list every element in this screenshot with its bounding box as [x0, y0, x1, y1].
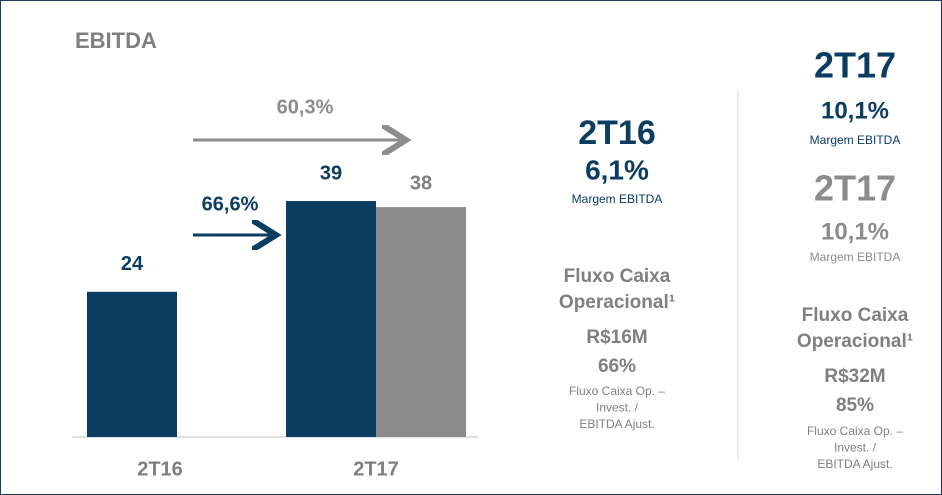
summary-text: Operacional¹	[559, 292, 675, 313]
summary-text: Margem EBITDA	[810, 250, 901, 264]
summary-text: 6,1%	[585, 154, 649, 185]
summary-text: 66%	[598, 356, 636, 377]
annotation: 66,6%	[202, 193, 259, 215]
chart-title: EBITDA	[75, 28, 157, 53]
summary-text: 2T17	[814, 168, 896, 209]
summary-text: 10,1%	[821, 97, 889, 124]
x-tick-label: 2T17	[353, 458, 399, 480]
summary-text: Margem EBITDA	[810, 133, 901, 147]
summary-text: Margem EBITDA	[572, 192, 663, 206]
summary-text: Fluxo Caixa Op. –	[569, 384, 665, 398]
bar	[376, 207, 466, 437]
summary-text: Fluxo Caixa Op. –	[807, 424, 903, 438]
summary-text: Fluxo Caixa	[802, 305, 909, 326]
summary-text: EBITDA Ajust.	[817, 457, 892, 471]
bar	[286, 201, 376, 437]
summary-text: R$16M	[586, 327, 647, 348]
summary-text: Invest. /	[834, 441, 877, 455]
summary-text: Invest. /	[596, 401, 639, 415]
summary-text: Fluxo Caixa	[564, 266, 671, 287]
summary-text: 2T16	[578, 114, 656, 152]
data-label: 38	[410, 172, 432, 194]
summary-text: EBITDA Ajust.	[579, 417, 654, 431]
data-label: 39	[320, 162, 342, 184]
data-label: 24	[121, 253, 144, 275]
summary-text: Operacional¹	[797, 331, 913, 352]
bar	[87, 291, 177, 437]
summary-text: R$32M	[824, 366, 885, 387]
summary-text: 10,1%	[821, 218, 889, 245]
summary-text: 2T17	[814, 45, 896, 86]
summary-text: 85%	[836, 395, 874, 416]
x-tick-label: 2T16	[137, 458, 183, 480]
annotation: 60,3%	[277, 96, 334, 118]
